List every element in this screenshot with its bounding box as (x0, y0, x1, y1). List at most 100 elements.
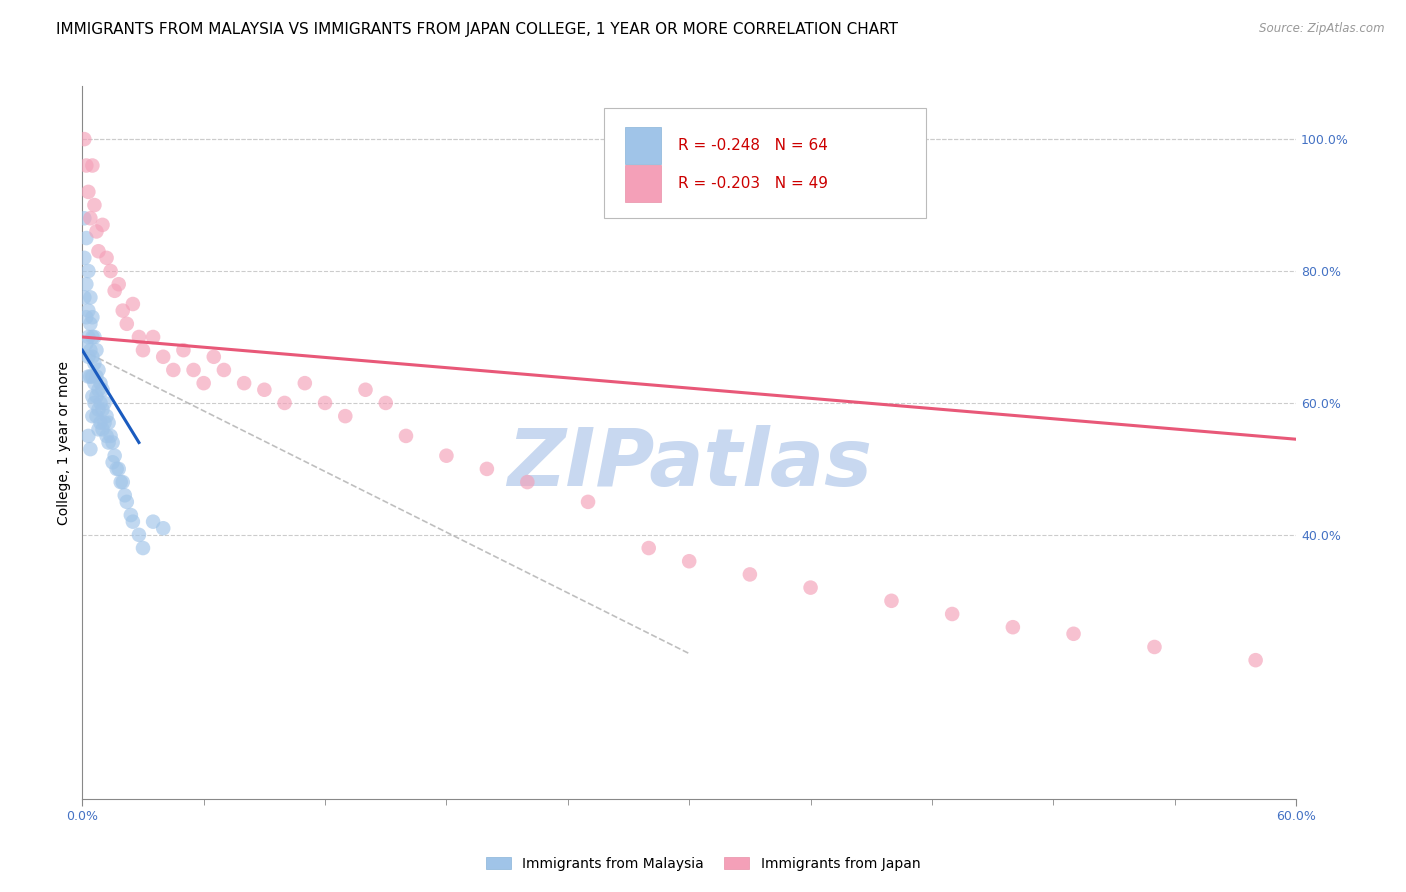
Point (91, 383, 114, 397)
Point (75, 336, 97, 351)
Point (121, 515, 143, 529)
Point (202, 350, 225, 364)
Point (100, 429, 122, 443)
Point (82, 369, 104, 384)
Point (101, 435, 124, 450)
Point (86, 389, 108, 403)
Point (82, 159, 104, 173)
Point (89, 376, 111, 391)
Point (96, 429, 118, 443)
Point (294, 376, 316, 391)
Point (101, 455, 124, 469)
Point (115, 317, 138, 331)
Point (89, 416, 111, 430)
Point (395, 429, 418, 443)
Point (82, 310, 104, 325)
Point (162, 363, 184, 377)
Point (79, 290, 101, 304)
Text: Source: ZipAtlas.com: Source: ZipAtlas.com (1260, 22, 1385, 36)
Text: R = -0.203   N = 49: R = -0.203 N = 49 (678, 176, 828, 191)
Point (516, 475, 538, 489)
Point (152, 350, 174, 364)
FancyBboxPatch shape (605, 108, 927, 219)
Point (75, 310, 97, 325)
Point (93, 416, 115, 430)
Point (1063, 627, 1085, 641)
Point (475, 462, 498, 476)
Point (941, 607, 963, 621)
Point (637, 541, 659, 555)
Point (87, 244, 110, 259)
Point (1244, 653, 1267, 667)
Point (93, 396, 115, 410)
Point (87, 363, 110, 377)
Point (233, 376, 256, 391)
Point (86, 224, 108, 238)
Point (87, 402, 110, 417)
Point (115, 495, 138, 509)
Point (73, 290, 96, 304)
Point (77, 264, 100, 278)
Legend: Immigrants from Malaysia, Immigrants from Japan: Immigrants from Malaysia, Immigrants fro… (481, 851, 925, 876)
Point (128, 528, 150, 542)
Point (212, 363, 235, 377)
Y-axis label: College, 1 year or more: College, 1 year or more (58, 360, 72, 524)
Point (75, 159, 97, 173)
Point (77, 369, 100, 384)
Point (193, 376, 215, 391)
Point (82, 330, 104, 344)
Text: R = -0.248   N = 64: R = -0.248 N = 64 (678, 138, 828, 153)
Point (1143, 640, 1166, 654)
Point (678, 554, 700, 568)
Point (374, 396, 396, 410)
Point (83, 376, 105, 391)
Point (83, 356, 105, 370)
Point (354, 383, 377, 397)
Point (77, 303, 100, 318)
Point (253, 383, 276, 397)
Point (800, 581, 823, 595)
Point (335, 409, 357, 424)
Point (79, 211, 101, 226)
Point (142, 330, 165, 344)
Point (73, 132, 96, 146)
Point (880, 594, 903, 608)
Point (75, 277, 97, 292)
Point (132, 541, 155, 555)
Point (314, 396, 336, 410)
Point (87, 422, 110, 436)
Point (436, 449, 458, 463)
Point (132, 343, 155, 358)
Point (73, 251, 96, 265)
Point (97, 435, 120, 450)
Point (111, 475, 134, 489)
Point (172, 343, 194, 358)
Point (86, 343, 108, 358)
Point (96, 251, 118, 265)
Point (77, 350, 100, 364)
Point (83, 198, 105, 212)
Point (77, 429, 100, 443)
Point (738, 567, 761, 582)
Point (120, 508, 142, 522)
Text: ZIPatlas: ZIPatlas (506, 425, 872, 503)
Point (75, 231, 97, 245)
Point (142, 515, 165, 529)
Point (152, 521, 174, 535)
Point (73, 211, 96, 226)
Point (82, 409, 104, 424)
Point (107, 462, 129, 476)
Text: IMMIGRANTS FROM MALAYSIA VS IMMIGRANTS FROM JAPAN COLLEGE, 1 YEAR OR MORE CORREL: IMMIGRANTS FROM MALAYSIA VS IMMIGRANTS F… (56, 22, 898, 37)
Point (100, 264, 122, 278)
Point (273, 396, 295, 410)
Point (128, 330, 150, 344)
Point (121, 297, 143, 311)
Point (79, 442, 101, 456)
Point (82, 350, 104, 364)
Point (82, 389, 104, 403)
Point (576, 495, 599, 509)
Point (91, 218, 114, 232)
Point (96, 409, 118, 424)
Point (77, 330, 100, 344)
Bar (624, 165, 661, 202)
